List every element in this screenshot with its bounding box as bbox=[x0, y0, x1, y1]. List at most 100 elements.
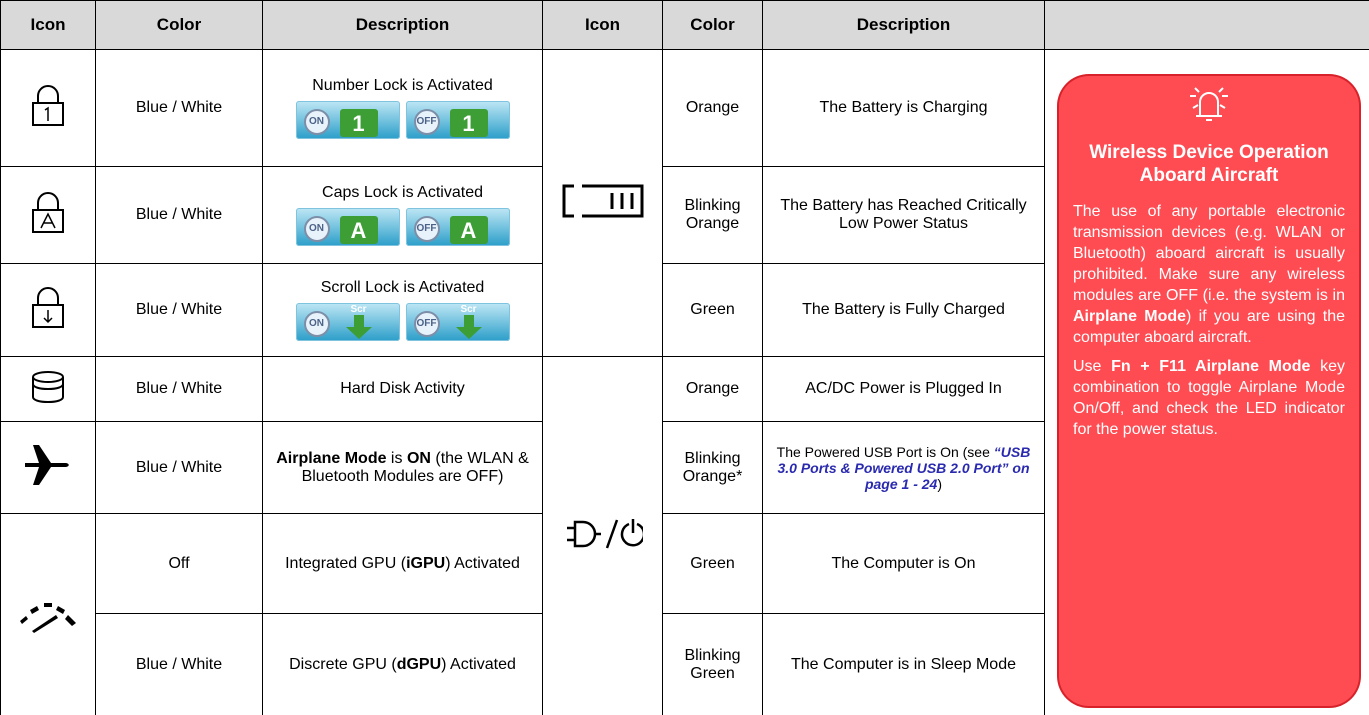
gpu-icon bbox=[20, 602, 76, 633]
text: Fn + F11 Airplane Mode bbox=[1111, 358, 1311, 375]
text: Airplane Mode bbox=[1073, 308, 1187, 325]
description: Hard Disk Activity bbox=[262, 356, 543, 422]
text: Number Lock is Activated bbox=[312, 77, 493, 94]
airplane-icon bbox=[25, 445, 69, 485]
caps-lock-icon bbox=[32, 191, 64, 233]
icon bbox=[542, 356, 663, 715]
color: Blinking Green bbox=[662, 613, 763, 715]
text: is bbox=[386, 449, 407, 467]
description: Caps Lock is Activated ON A OFF A bbox=[262, 166, 543, 264]
icon bbox=[0, 421, 96, 514]
header-cell: Color bbox=[662, 0, 763, 50]
icon bbox=[0, 356, 96, 422]
warning-box: Wireless Device Operation Aboard Aircraf… bbox=[1059, 76, 1359, 706]
color: Blinking Orange* bbox=[662, 421, 763, 514]
paragraph: The use of any portable electronic trans… bbox=[1073, 201, 1345, 348]
description: The Computer is On bbox=[762, 513, 1045, 614]
description: The Computer is in Sleep Mode bbox=[762, 613, 1045, 715]
text: key combination to toggle Airplane Mode … bbox=[1073, 358, 1346, 438]
color: Blue / White bbox=[95, 613, 263, 715]
num-lock-icon bbox=[32, 84, 64, 126]
text: The Powered USB Port is On (see bbox=[776, 443, 994, 460]
description: The Battery has Reached Critically Low P… bbox=[762, 166, 1045, 264]
symbol: 1 bbox=[449, 109, 488, 137]
header-cell: Description bbox=[262, 0, 543, 50]
badge: OFF Scr bbox=[405, 303, 510, 341]
icon bbox=[542, 49, 663, 357]
header-cell: Icon bbox=[542, 0, 663, 50]
color: Green bbox=[662, 513, 763, 614]
badge: ON A bbox=[295, 208, 400, 246]
description: Number Lock is Activated ON 1 OFF 1 bbox=[262, 49, 543, 167]
description: AC/DC Power is Plugged In bbox=[762, 356, 1045, 422]
symbol: Scr bbox=[350, 304, 367, 315]
color: Green bbox=[662, 263, 763, 357]
text: Use bbox=[1073, 358, 1112, 375]
link[interactable]: “USB 3.0 Ports & Powered USB 2.0 Port” o… bbox=[777, 443, 1031, 492]
arrow bbox=[455, 315, 482, 339]
icon bbox=[0, 49, 96, 167]
header-cell: Description bbox=[762, 0, 1045, 50]
text: Scroll Lock is Activated bbox=[320, 279, 485, 296]
color: Off bbox=[95, 513, 263, 614]
state: OFF bbox=[413, 311, 440, 337]
bell-icon bbox=[1190, 87, 1228, 121]
text: Integrated GPU ( bbox=[285, 554, 407, 572]
text: Discrete GPU ( bbox=[289, 656, 397, 673]
description: Scroll Lock is Activated ON Scr OFF Scr bbox=[262, 263, 543, 357]
icon bbox=[0, 263, 96, 357]
color: Blinking Orange bbox=[662, 166, 763, 264]
state: ON bbox=[303, 311, 330, 337]
title: Wireless Device Operation Aboard Aircraf… bbox=[1089, 142, 1329, 186]
header-cell: Color bbox=[95, 0, 263, 50]
power-icon bbox=[566, 519, 645, 549]
badge: ON Scr bbox=[295, 303, 400, 341]
description: The Battery is Charging bbox=[762, 49, 1045, 167]
symbol: Scr bbox=[460, 304, 477, 315]
color: Blue / White bbox=[95, 166, 263, 264]
state: OFF bbox=[413, 109, 440, 135]
icon bbox=[0, 166, 96, 264]
description: The Battery is Fully Charged bbox=[762, 263, 1045, 357]
text: The use of any portable electronic trans… bbox=[1073, 203, 1345, 304]
header-row: Icon Color Description Icon Color Descri… bbox=[0, 0, 1369, 50]
color: Blue / White bbox=[95, 263, 263, 357]
arrow bbox=[345, 315, 372, 339]
color: Blue / White bbox=[95, 356, 263, 422]
text: Caps Lock is Activated bbox=[322, 184, 483, 201]
text: dGPU bbox=[396, 656, 442, 673]
disk-icon bbox=[32, 370, 64, 403]
state: OFF bbox=[413, 216, 440, 242]
description: Integrated GPU (iGPU) Activated bbox=[262, 513, 543, 614]
color: Blue / White bbox=[95, 49, 263, 167]
description: Airplane Mode is ON (the WLAN & Bluetoot… bbox=[262, 421, 543, 514]
text: Airplane Mode bbox=[276, 449, 387, 467]
paragraph: Use Fn + F11 Airplane Mode key combinati… bbox=[1073, 356, 1345, 440]
color: Blue / White bbox=[95, 421, 263, 514]
state: ON bbox=[303, 109, 330, 135]
badge: OFF 1 bbox=[405, 101, 510, 139]
text: (the WLAN & Bluetooth Modules are OFF) bbox=[301, 449, 529, 485]
scroll-lock-icon bbox=[32, 286, 64, 328]
text: ON bbox=[406, 449, 431, 467]
description: Discrete GPU (dGPU) Activated bbox=[262, 613, 543, 715]
text: ) Activated bbox=[445, 554, 520, 572]
description: The Powered USB Port is On (see “USB 3.0… bbox=[762, 421, 1045, 514]
sidebar-cell: Wireless Device Operation Aboard Aircraf… bbox=[1044, 49, 1369, 715]
symbol: 1 bbox=[339, 109, 378, 137]
header-cell bbox=[1044, 0, 1369, 50]
battery-icon bbox=[562, 184, 643, 217]
badge: ON 1 bbox=[295, 101, 400, 139]
text: ) bbox=[937, 475, 943, 492]
header-cell: Icon bbox=[0, 0, 96, 50]
symbol: A bbox=[339, 216, 378, 244]
icon bbox=[0, 513, 96, 715]
text: iGPU bbox=[406, 554, 446, 572]
color: Orange bbox=[662, 49, 763, 167]
badge: OFF A bbox=[405, 208, 510, 246]
color: Orange bbox=[662, 356, 763, 422]
state: ON bbox=[303, 216, 330, 242]
symbol: A bbox=[449, 216, 488, 244]
